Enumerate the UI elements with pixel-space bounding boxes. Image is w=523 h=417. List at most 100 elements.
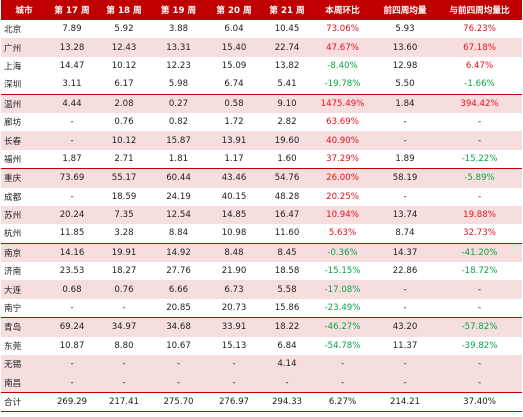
table-row: 重庆 73.69 55.17 60.44 43.46 54.76 26.00% 58.19 -5… xyxy=(1,168,522,188)
cell-avg4: 1.89 xyxy=(395,153,415,164)
cell-vs-avg: 67.18% xyxy=(463,42,496,53)
cell-week-18: 5.92 xyxy=(114,24,134,35)
total-cell-week-17: 269.29 xyxy=(47,391,97,413)
cell-week-21: 6.84 xyxy=(277,340,297,351)
cell-week-20: - xyxy=(232,359,236,370)
cell-city: 无锡 xyxy=(4,360,22,371)
header-row: 城市 第 17 周 第 18 周 第 19 周 第 20 周 第 21 周 本周… xyxy=(1,0,522,20)
table-row: 北京 7.89 5.92 3.88 6.04 10.45 73.06% 5.93 76.23% xyxy=(1,20,522,39)
cell-avg4: 5.93 xyxy=(395,24,415,35)
cell-week-18: 10.12 xyxy=(111,60,137,71)
cell-vs-avg: 394.42% xyxy=(437,93,522,113)
cell-week-20: 1.72 xyxy=(224,117,244,128)
cell-week-19: 13.31 xyxy=(166,42,191,53)
cell-avg4: 13.74 xyxy=(392,210,418,221)
cell-vs-avg: - xyxy=(477,135,482,146)
cell-vs-avg: -1.66% xyxy=(464,79,495,90)
cell-city: 深圳 xyxy=(4,80,22,91)
cell-wow: -19.78% xyxy=(324,79,361,90)
header-week-17: 第 17 周 xyxy=(54,6,90,16)
cell-avg4: - xyxy=(403,284,407,295)
cell-avg4: 58.19 xyxy=(373,168,437,188)
cell-week-17: - xyxy=(70,303,74,314)
cell-week-18: 8.80 xyxy=(114,340,134,351)
cell-week-17: 23.53 xyxy=(59,266,85,277)
cell-week-21: 18.58 xyxy=(274,266,300,277)
cell-week-19: 10.67 xyxy=(166,340,191,351)
cell-city: 上海 xyxy=(4,61,22,72)
table-row: 济南 23.53 18.27 27.76 21.90 18.58 -15.15% 22.86 -… xyxy=(1,262,522,281)
cell-week-18: - xyxy=(122,359,126,370)
cell-week-19: - xyxy=(176,359,181,370)
cell-week-21: 48.28 xyxy=(274,191,300,202)
header-avg4: 前四周均量 xyxy=(383,6,427,16)
cell-week-21: - xyxy=(285,377,289,388)
cell-week-20: 20.73 xyxy=(221,303,247,314)
table-row: 深圳 3.11 6.17 5.98 6.74 5.41 -19.78% 5.50 -1.66% xyxy=(1,75,522,95)
header-week-19: 第 19 周 xyxy=(160,6,197,16)
cell-week-21: 5.58 xyxy=(277,284,297,295)
header-vs-avg: 与前四周均量比 xyxy=(449,6,510,16)
cell-wow: 40.90% xyxy=(326,135,359,146)
cell-week-19: 60.44 xyxy=(151,168,206,188)
cell-week-18: 19.91 xyxy=(97,242,151,263)
cell-week-17: 73.69 xyxy=(47,168,97,188)
cell-week-21: 18.22 xyxy=(262,317,312,337)
total-cell-week-18: 217.41 xyxy=(97,391,151,413)
cell-week-17: 1.87 xyxy=(62,153,82,164)
total-row: 合计 269.29 217.41 275.70 276.97 294.33 6.27% 214… xyxy=(1,391,522,413)
cell-vs-avg: 6.47% xyxy=(465,60,494,71)
cell-city: 苏州 xyxy=(4,211,22,222)
total-cell-avg4: 214.21 xyxy=(373,391,437,413)
cell-week-17: 10.87 xyxy=(59,340,85,351)
cell-wow: 10.94% xyxy=(326,210,359,221)
cell-vs-avg: - xyxy=(477,377,482,388)
cell-vs-avg: 19.88% xyxy=(463,210,496,221)
cell-avg4: - xyxy=(403,303,407,314)
cell-city: 重庆 xyxy=(1,168,47,188)
cell-week-20: 21.90 xyxy=(221,266,247,277)
cell-wow: 20.25% xyxy=(326,191,359,202)
cell-city: 成都 xyxy=(4,192,22,203)
cell-avg4: 22.86 xyxy=(392,266,418,277)
table-row: 南昌 - - - - - - - - xyxy=(1,373,522,393)
cell-week-18: - xyxy=(122,377,126,388)
cell-week-21: 19.60 xyxy=(274,135,300,146)
cell-week-20: 0.58 xyxy=(206,93,262,113)
cell-week-19: 5.98 xyxy=(168,79,189,90)
cell-wow: -0.36% xyxy=(312,242,373,263)
cell-week-19: 20.85 xyxy=(166,303,191,314)
cell-week-20: 40.15 xyxy=(221,191,247,202)
cell-week-20: 6.04 xyxy=(224,24,244,35)
cell-city: 北京 xyxy=(4,25,22,36)
total-cell-vs-avg: 37.40% xyxy=(437,391,522,413)
cell-city: 南昌 xyxy=(4,378,22,389)
cell-vs-avg: - xyxy=(477,359,482,370)
cell-week-17: 4.44 xyxy=(47,93,97,113)
cell-week-17: 14.47 xyxy=(59,60,85,71)
cell-city: 东莞 xyxy=(4,341,22,352)
cell-wow: -8.40% xyxy=(327,60,358,71)
cell-week-18: 0.76 xyxy=(114,284,134,295)
cell-week-18: 0.76 xyxy=(114,117,134,128)
cell-week-20: 10.98 xyxy=(221,228,247,239)
cell-avg4: 43.20 xyxy=(373,317,437,337)
cell-week-21: 22.74 xyxy=(274,42,300,53)
header-city: 城市 xyxy=(15,6,33,16)
cell-wow: 37.29% xyxy=(326,153,359,164)
cell-week-19: 15.87 xyxy=(166,135,191,146)
cell-city: 杭州 xyxy=(4,229,22,240)
cell-city: 长春 xyxy=(4,136,22,147)
cell-vs-avg: -57.82% xyxy=(437,317,522,337)
total-cell-week-19: 275.70 xyxy=(151,391,206,413)
table-row: 大连 0.68 0.76 6.66 6.73 5.58 -17.08% - - xyxy=(1,280,522,299)
cell-avg4: - xyxy=(403,135,407,146)
cell-week-19: 1.81 xyxy=(168,153,189,164)
total-cell-wow: 6.27% xyxy=(312,391,373,413)
cell-city: 广州 xyxy=(4,43,22,54)
cell-vs-avg: - xyxy=(477,191,482,202)
total-cell-week-21: 294.33 xyxy=(262,391,312,413)
header-week-21: 第 21 周 xyxy=(269,6,305,16)
cell-wow: 26.00% xyxy=(312,168,373,188)
